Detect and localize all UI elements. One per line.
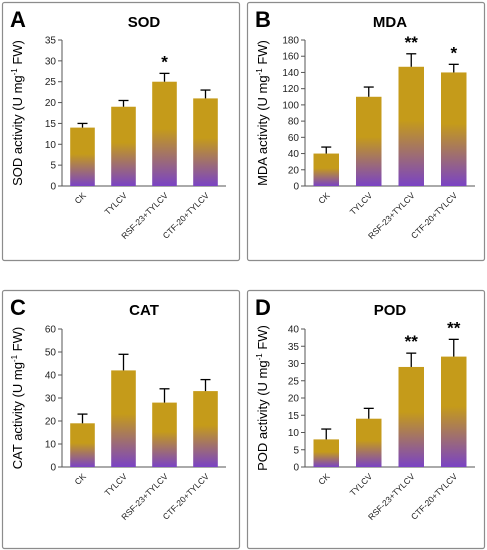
y-tick-label: 140 xyxy=(282,68,299,79)
y-tick-label: 20 xyxy=(288,394,300,405)
bar xyxy=(313,439,339,467)
y-axis-title: CAT activity (U mg-1 FW) xyxy=(10,327,25,469)
y-axis-title-sup: -1 xyxy=(10,354,19,362)
bar xyxy=(152,81,177,186)
chart-title: MDA xyxy=(373,14,407,31)
chart-title: SOD xyxy=(128,14,161,31)
y-axis-title: SOD activity (U mg-1 FW) xyxy=(10,40,25,186)
bar xyxy=(193,98,218,186)
bar xyxy=(441,356,467,467)
y-tick-label: 10 xyxy=(45,440,57,451)
significance-mark: ** xyxy=(447,318,461,337)
panel-letter: D xyxy=(255,295,271,320)
y-tick-label: 35 xyxy=(288,342,300,353)
y-axis-title-tail: FW) xyxy=(10,327,25,355)
y-tick-label: 25 xyxy=(45,77,57,88)
bar xyxy=(111,106,136,186)
bar xyxy=(398,366,424,467)
y-tick-label: 5 xyxy=(50,161,56,172)
y-axis-title: MDA activity (U mg-1 FW) xyxy=(255,40,270,186)
significance-mark: ** xyxy=(405,33,419,52)
y-axis-title-sup: -1 xyxy=(255,353,264,361)
bar xyxy=(441,72,467,186)
y-tick-label: 0 xyxy=(50,182,56,193)
bar xyxy=(111,370,136,467)
y-tick-label: 30 xyxy=(45,56,57,67)
y-tick-label: 35 xyxy=(45,36,57,47)
significance-mark: * xyxy=(161,52,168,71)
chart-title: CAT xyxy=(129,302,159,319)
panel-b: B MDA 0 20 40 60 80 100 120 140 160 180 MDA activity… xyxy=(246,1,486,262)
y-tick-label: 50 xyxy=(45,348,57,359)
y-tick-label: 40 xyxy=(288,325,300,336)
bar xyxy=(70,127,95,186)
y-tick-label: 100 xyxy=(282,100,299,111)
significance-mark: * xyxy=(450,43,457,62)
panel-letter: C xyxy=(10,295,26,320)
y-tick-label: 30 xyxy=(288,359,300,370)
y-axis-title-main: CAT activity (U mg xyxy=(10,362,25,469)
y-tick-label: 10 xyxy=(288,428,300,439)
bar xyxy=(70,423,95,467)
y-axis-title-sup: -1 xyxy=(10,68,19,76)
y-tick-label: 0 xyxy=(293,463,299,474)
y-axis-title-tail: FW) xyxy=(255,40,270,68)
y-tick-label: 15 xyxy=(45,119,57,130)
bar xyxy=(193,391,218,467)
y-tick-label: 10 xyxy=(45,140,57,151)
panel-a: A SOD 0 5 10 15 20 25 30 35 SOD activity (U mg-1 F… xyxy=(1,1,241,262)
bar xyxy=(356,418,382,467)
panel-c: C CAT 0 10 20 30 40 50 60 CAT activity (U mg-1 FW… xyxy=(1,289,241,550)
y-tick-label: 120 xyxy=(282,84,299,95)
y-tick-label: 20 xyxy=(45,98,57,109)
y-tick-label: 20 xyxy=(45,417,57,428)
y-axis-title-main: SOD activity (U mg xyxy=(10,75,25,186)
y-tick-label: 15 xyxy=(288,411,300,422)
panel-letter: B xyxy=(255,7,271,32)
y-tick-label: 60 xyxy=(288,133,300,144)
significance-mark: ** xyxy=(405,332,419,351)
y-tick-label: 20 xyxy=(288,165,300,176)
y-axis-title-main: POD activity (U mg xyxy=(255,360,270,471)
y-tick-label: 180 xyxy=(282,36,299,47)
y-tick-label: 40 xyxy=(45,371,57,382)
chart-title: POD xyxy=(374,302,407,319)
bar xyxy=(313,153,339,186)
y-axis-title: POD activity (U mg-1 FW) xyxy=(255,325,270,471)
y-axis-title-tail: FW) xyxy=(10,40,25,68)
bar xyxy=(152,402,177,467)
y-tick-label: 5 xyxy=(293,445,299,456)
bar xyxy=(356,96,382,186)
y-tick-label: 60 xyxy=(45,325,57,336)
y-tick-label: 30 xyxy=(45,394,57,405)
y-axis-title-tail: FW) xyxy=(255,325,270,353)
y-tick-label: 40 xyxy=(288,149,300,160)
y-tick-label: 160 xyxy=(282,52,299,63)
y-tick-label: 25 xyxy=(288,376,300,387)
y-tick-label: 0 xyxy=(50,463,56,474)
bar xyxy=(398,66,424,186)
y-axis-title-main: MDA activity (U mg xyxy=(255,75,270,186)
panel-letter: A xyxy=(10,7,26,32)
y-axis-title-sup: -1 xyxy=(255,68,264,76)
panel-d: D POD 0 5 10 15 20 25 30 35 40 POD activity (U mg-1… xyxy=(246,289,486,550)
y-tick-label: 80 xyxy=(288,117,300,128)
y-tick-label: 0 xyxy=(293,182,299,193)
